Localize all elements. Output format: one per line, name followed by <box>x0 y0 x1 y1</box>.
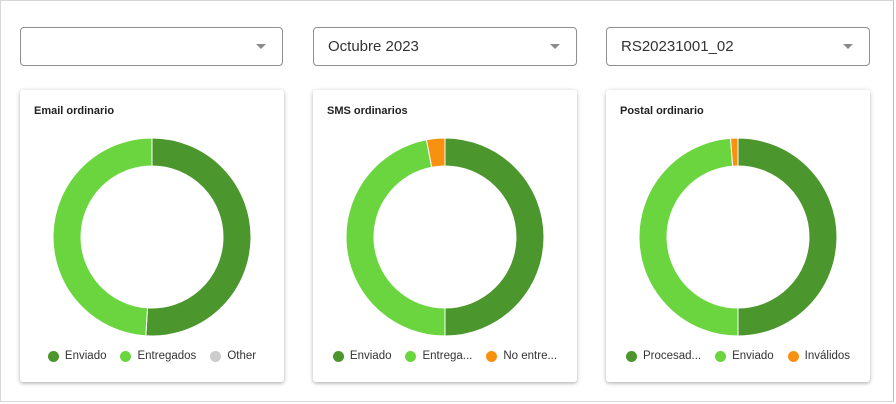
shipment-select[interactable]: RS20231001_02 <box>606 27 870 66</box>
donut-slice-3[interactable] <box>425 137 446 168</box>
donut-chart <box>345 137 545 337</box>
donut-slice-2[interactable] <box>345 139 446 337</box>
legend-swatch <box>715 350 727 362</box>
legend-label: Enviado <box>349 350 392 362</box>
legend-label: Other <box>227 350 257 362</box>
legend-label: Inválidos <box>804 350 851 362</box>
donut-chart <box>52 137 252 337</box>
legend-swatch <box>787 350 799 362</box>
legend-swatch <box>47 350 59 362</box>
legend-item[interactable]: Entrega... <box>405 348 472 364</box>
legend-swatch <box>625 350 637 362</box>
legend-item[interactable]: Inválidos <box>787 348 851 364</box>
card-title: Email ordinario <box>34 105 115 117</box>
donut-slice-2[interactable] <box>52 137 153 337</box>
legend-swatch <box>210 350 222 362</box>
donut-slice-1[interactable] <box>444 137 545 337</box>
shipment-select-value: RS20231001_02 <box>621 38 734 55</box>
email-chart-card: Email ordinario Enviado Entregados Other <box>20 90 284 382</box>
legend-swatch <box>405 350 417 362</box>
period-select-value: Octubre 2023 <box>328 38 419 55</box>
legend-item[interactable]: Other <box>210 348 256 364</box>
legend-swatch <box>486 350 498 362</box>
postal-chart-card: Postal ordinario Procesad... Enviado Invál… <box>606 90 870 382</box>
legend-item[interactable]: Procesad... <box>625 348 702 364</box>
chevron-down-icon <box>550 44 560 49</box>
card-title: Postal ordinario <box>620 105 704 117</box>
legend-label: Procesad... <box>642 350 702 362</box>
donut-slice-1[interactable] <box>737 137 838 337</box>
donut-slice-3[interactable] <box>730 137 739 167</box>
chevron-down-icon <box>843 44 853 49</box>
legend-label: Enviado <box>732 350 774 362</box>
sms-chart-card: SMS ordinarios Enviado Entrega... No entre… <box>313 90 577 382</box>
legend-label: Entregados <box>137 350 197 362</box>
chart-legend: Procesad... Enviado Inválidos <box>606 348 870 364</box>
donut-chart <box>638 137 838 337</box>
legend-item[interactable]: Enviado <box>715 348 774 364</box>
legend-item[interactable]: No entre... <box>486 348 557 364</box>
legend-item[interactable]: Entregados <box>120 348 196 364</box>
legend-swatch <box>120 350 132 362</box>
card-title: SMS ordinarios <box>327 105 408 117</box>
chart-legend: Enviado Entrega... No entre... <box>313 348 577 364</box>
period-select[interactable]: Octubre 2023 <box>313 27 577 66</box>
legend-item[interactable]: Enviado <box>47 348 107 364</box>
donut-slice-2[interactable] <box>638 137 739 337</box>
donut-slice-1[interactable] <box>145 137 252 337</box>
legend-item[interactable]: Enviado <box>332 348 392 364</box>
legend-swatch <box>332 350 344 362</box>
legend-label: Enviado <box>64 350 107 362</box>
chart-legend: Enviado Entregados Other <box>20 348 284 364</box>
legend-label: Entrega... <box>422 350 473 362</box>
chevron-down-icon <box>256 44 266 49</box>
legend-label: No entre... <box>503 350 558 362</box>
filter-select-1[interactable] <box>20 27 283 66</box>
